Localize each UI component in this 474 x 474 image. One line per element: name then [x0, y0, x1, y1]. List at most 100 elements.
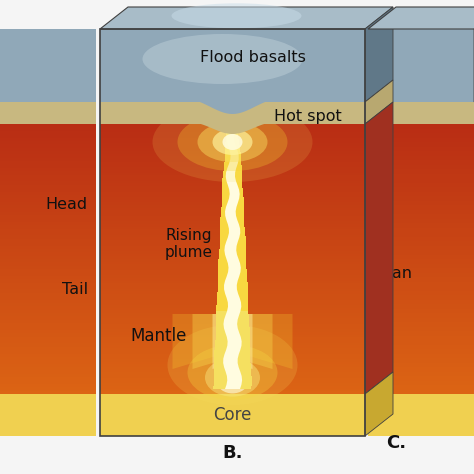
Polygon shape — [100, 289, 365, 292]
Polygon shape — [100, 229, 365, 232]
Polygon shape — [368, 381, 474, 385]
Polygon shape — [0, 340, 96, 343]
Polygon shape — [368, 187, 474, 191]
Polygon shape — [217, 301, 248, 304]
Polygon shape — [0, 364, 96, 367]
Polygon shape — [0, 124, 96, 128]
Polygon shape — [100, 189, 365, 191]
Polygon shape — [100, 313, 365, 316]
Polygon shape — [100, 162, 365, 164]
Polygon shape — [0, 239, 96, 242]
Polygon shape — [219, 227, 245, 230]
Polygon shape — [368, 385, 474, 390]
Polygon shape — [368, 372, 474, 376]
Polygon shape — [100, 232, 365, 235]
Polygon shape — [216, 314, 248, 318]
Polygon shape — [0, 252, 96, 255]
Polygon shape — [368, 205, 474, 210]
Polygon shape — [100, 186, 365, 189]
Polygon shape — [100, 240, 365, 243]
Polygon shape — [100, 343, 365, 346]
Polygon shape — [100, 243, 365, 246]
Polygon shape — [0, 269, 96, 273]
Polygon shape — [100, 146, 365, 148]
Polygon shape — [0, 296, 96, 300]
Ellipse shape — [212, 129, 253, 155]
Polygon shape — [0, 273, 96, 276]
Polygon shape — [100, 273, 365, 275]
Polygon shape — [0, 212, 96, 215]
Polygon shape — [218, 262, 246, 265]
Polygon shape — [0, 249, 96, 252]
Polygon shape — [368, 345, 474, 349]
Polygon shape — [0, 128, 96, 131]
Polygon shape — [100, 278, 365, 281]
Polygon shape — [368, 155, 474, 160]
Polygon shape — [368, 228, 474, 232]
Polygon shape — [100, 332, 365, 335]
Polygon shape — [215, 347, 250, 350]
Polygon shape — [368, 241, 474, 246]
Polygon shape — [100, 340, 365, 343]
Polygon shape — [218, 279, 247, 282]
Polygon shape — [100, 237, 365, 240]
Polygon shape — [222, 184, 242, 188]
Polygon shape — [216, 337, 250, 340]
Polygon shape — [0, 242, 96, 246]
Ellipse shape — [177, 113, 288, 171]
Polygon shape — [221, 210, 244, 213]
Polygon shape — [0, 141, 96, 144]
Polygon shape — [368, 223, 474, 228]
Polygon shape — [214, 353, 250, 356]
Polygon shape — [100, 264, 365, 267]
Ellipse shape — [172, 3, 301, 28]
Polygon shape — [225, 152, 240, 155]
Polygon shape — [100, 183, 365, 186]
Polygon shape — [368, 128, 474, 133]
Polygon shape — [100, 386, 365, 389]
Ellipse shape — [222, 134, 243, 150]
Text: Flood basalts: Flood basalts — [200, 49, 305, 64]
Polygon shape — [0, 144, 96, 147]
Polygon shape — [100, 348, 365, 351]
Polygon shape — [0, 293, 96, 296]
Polygon shape — [218, 269, 246, 272]
Polygon shape — [220, 213, 244, 217]
Polygon shape — [368, 124, 474, 128]
Polygon shape — [100, 216, 365, 219]
Polygon shape — [100, 159, 365, 162]
Polygon shape — [0, 164, 96, 168]
Polygon shape — [100, 259, 365, 262]
Polygon shape — [215, 340, 250, 344]
Polygon shape — [219, 239, 246, 243]
Polygon shape — [100, 202, 365, 205]
Polygon shape — [218, 259, 246, 262]
Polygon shape — [214, 366, 251, 370]
Polygon shape — [0, 387, 96, 391]
Polygon shape — [0, 195, 96, 198]
Polygon shape — [0, 313, 96, 316]
Polygon shape — [100, 305, 365, 308]
Polygon shape — [368, 173, 474, 178]
Polygon shape — [100, 102, 365, 124]
Polygon shape — [0, 215, 96, 219]
Polygon shape — [214, 370, 251, 373]
Polygon shape — [0, 381, 96, 384]
Polygon shape — [223, 129, 242, 389]
Polygon shape — [222, 194, 244, 197]
Polygon shape — [218, 292, 248, 295]
Polygon shape — [368, 169, 474, 173]
Polygon shape — [225, 155, 241, 158]
Polygon shape — [218, 288, 248, 292]
Polygon shape — [0, 374, 96, 377]
Polygon shape — [100, 310, 365, 313]
Polygon shape — [192, 314, 273, 369]
Polygon shape — [100, 389, 365, 392]
Polygon shape — [0, 222, 96, 225]
Polygon shape — [100, 140, 365, 143]
Polygon shape — [100, 175, 365, 178]
Polygon shape — [216, 327, 250, 330]
Polygon shape — [225, 142, 239, 145]
Polygon shape — [0, 323, 96, 327]
Polygon shape — [368, 133, 474, 137]
